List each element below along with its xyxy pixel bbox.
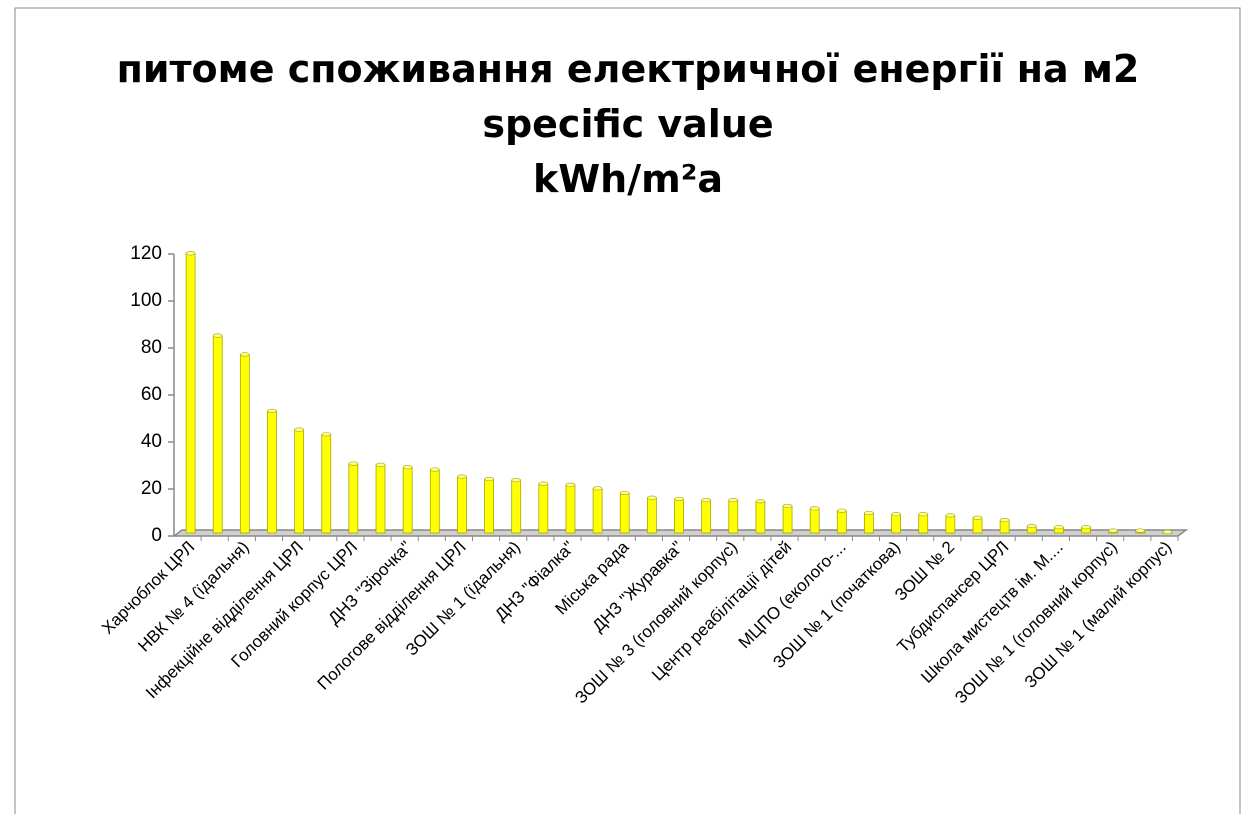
bar-top (212, 333, 223, 338)
bar (864, 512, 874, 534)
y-tick-label: 80 (141, 337, 162, 358)
bar (402, 466, 413, 534)
bar-top (1135, 528, 1146, 533)
bar-top (945, 513, 956, 518)
y-tick-label: 0 (151, 525, 162, 546)
bar (972, 517, 983, 534)
bar-top (864, 510, 874, 516)
chart-title: kWh/m²a (533, 157, 723, 201)
bar-top (1081, 525, 1091, 530)
bar (484, 478, 494, 534)
y-tick-label: 100 (130, 290, 162, 311)
bar (836, 510, 847, 534)
bar (565, 484, 576, 534)
bar-top (837, 508, 847, 513)
bar (592, 487, 603, 534)
bar (429, 469, 440, 534)
bar-top (1162, 529, 1173, 534)
bar-top (1026, 523, 1037, 529)
bar (728, 499, 739, 534)
bar-top (484, 476, 494, 482)
bar (891, 513, 901, 534)
bar-top (267, 408, 277, 413)
bar-top (185, 251, 196, 256)
bar-top (999, 517, 1010, 523)
bar (321, 433, 332, 534)
y-tick-label: 120 (130, 243, 162, 264)
bar (239, 353, 250, 534)
bar-top (565, 482, 576, 487)
bar (918, 513, 929, 534)
y-tick-label: 40 (141, 431, 162, 452)
bar (212, 335, 223, 534)
bar-top (511, 478, 521, 483)
bar-top (429, 467, 440, 472)
bar-top (755, 499, 766, 504)
bar (185, 252, 196, 534)
bar-top (348, 461, 359, 466)
bar-top (918, 512, 929, 517)
bar (945, 514, 956, 534)
chart-title: питоме споживання електричної енергії на… (117, 47, 1140, 91)
bar-top (457, 474, 467, 479)
bar-top (240, 352, 250, 357)
bar-top (1054, 525, 1064, 530)
bar-top (701, 498, 711, 503)
bar-top (375, 462, 386, 467)
bar-top (538, 481, 549, 486)
bar (375, 464, 386, 534)
bar (348, 463, 359, 534)
bar (701, 499, 712, 534)
y-tick-label: 60 (141, 384, 162, 405)
bar-top (619, 490, 630, 496)
bar (538, 483, 549, 534)
chart-title: specific value (482, 102, 773, 146)
bar-top (294, 427, 304, 432)
bar (674, 498, 684, 534)
bar-top (782, 503, 793, 509)
bar (809, 507, 820, 534)
bar-top (592, 486, 603, 491)
bar (294, 429, 305, 534)
bar-top (728, 498, 739, 503)
bar-top (647, 495, 657, 500)
bar-top (891, 512, 901, 517)
bar (457, 476, 467, 534)
bar (267, 410, 277, 534)
y-tick-label: 20 (141, 478, 162, 499)
bar-top (809, 506, 820, 511)
bar (646, 497, 657, 534)
bar (782, 505, 793, 534)
bar-top (972, 515, 983, 520)
bar (755, 500, 766, 534)
bar-top (1108, 528, 1118, 533)
bar (619, 492, 630, 534)
bar-top (321, 432, 332, 437)
bar-top (674, 496, 684, 502)
bar-top (402, 465, 413, 470)
bar (511, 479, 522, 534)
